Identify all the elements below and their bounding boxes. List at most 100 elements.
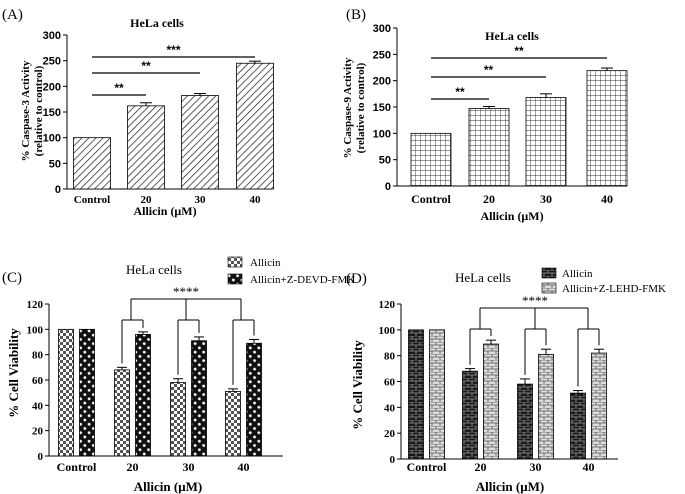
panel-b-caspase9-chart: (B) HeLa cells 0 50 100 150 200 250 300 Control…: [342, 7, 628, 223]
panel-c-bar: [191, 340, 207, 457]
panel-c-bar: [246, 342, 262, 457]
panel-c-legend: Allicin Allicin+Z-DEVD-FMK: [227, 256, 355, 286]
panel-b-bar: [525, 97, 567, 187]
panel-d-legend-swatch-allicin: [541, 267, 557, 279]
panel-c-viability-chart: (C) HeLa cells 0 20 40 60 80 100 120 Control 20 3…: [2, 256, 355, 494]
panel-b-x-tick-label: 20: [483, 192, 495, 206]
panel-d-legend-label-allicin: Allicin: [562, 268, 593, 280]
panel-b-bar: [586, 70, 628, 187]
panel-c-y-tick-label: 0: [38, 451, 44, 463]
panel-d-significance-label: ****: [522, 293, 548, 308]
panel-c-y-tick-label: 40: [32, 400, 44, 412]
panel-a-significance-label: ***: [166, 43, 180, 57]
panel-d-legend: Allicin Allicin+Z-LEHD-FMK: [541, 267, 666, 295]
panel-b-x-axis-label: Allicin (μM): [480, 209, 543, 223]
panel-b-plot-area: 0 50 100 150 200 250 300 Control 20 30 40 ** ** **: [373, 23, 628, 206]
panel-d-x-tick-label: 40: [583, 460, 595, 474]
panel-c-x-tick-label: 40: [238, 460, 250, 474]
panel-c-bar: [135, 333, 151, 457]
panel-b-y-tick-label: 50: [379, 155, 391, 167]
panel-b-x-tick-label: Control: [411, 192, 451, 206]
panel-d-y-tick-label: 120: [379, 299, 396, 311]
panel-c-y-tick-label: 120: [27, 299, 44, 311]
panel-d-x-tick-label: Control: [407, 460, 447, 474]
panel-a-significance-label: **: [114, 81, 124, 95]
panel-c-x-axis-label: Allicin (μM): [134, 479, 202, 494]
panel-a-y-axis-label-line2: (relative to control): [33, 65, 45, 156]
panel-d-y-tick-label: 20: [384, 428, 396, 440]
panel-d-y-tick-label: 100: [379, 325, 396, 337]
panel-c-bar: [79, 328, 95, 457]
panel-d-bar: [462, 370, 478, 460]
panel-c-x-tick-label: 20: [127, 460, 139, 474]
panel-c-y-axis-label: % Cell Viability: [6, 328, 21, 418]
panel-c-y-tick-label: 60: [32, 375, 44, 387]
panel-a-y-tick-label: 300: [43, 30, 61, 42]
panel-a-caspase3-chart: (A) HeLa cells 0 50 100 150 200 250 300 Control…: [2, 7, 274, 218]
panel-a-x-tick-label: Control: [74, 194, 110, 206]
panel-b-significance-label: **: [484, 63, 494, 77]
panel-a-y-tick-label: 150: [43, 107, 61, 119]
panel-d-bar: [517, 383, 533, 460]
panel-d-x-tick-label: 30: [530, 460, 542, 474]
panel-a-y-tick-label: 50: [49, 158, 61, 170]
panel-a-bar: [181, 95, 219, 190]
panel-d-bar: [538, 353, 554, 460]
panel-d-y-tick-label: 60: [384, 377, 396, 389]
panel-b-x-tick-label: 40: [601, 192, 613, 206]
panel-b-y-tick-label: 300: [373, 23, 391, 35]
panel-d-bar: [591, 352, 607, 460]
panel-d-y-tick-label: 0: [390, 454, 396, 466]
panel-d-y-tick-label: 40: [384, 402, 396, 414]
panel-d-plot-area: 0 20 40 60 80 100 120 Control 20 30 40 ****: [379, 293, 618, 474]
panel-a-y-tick-label: 100: [43, 133, 61, 145]
panel-a-y-tick-label: 200: [43, 81, 61, 93]
panel-b-bar: [468, 108, 510, 187]
panel-d-bar: [483, 343, 499, 460]
panel-a-y-tick-label: 250: [43, 56, 61, 68]
panel-b-y-tick-label: 0: [385, 181, 391, 193]
panel-b-y-tick-label: 150: [373, 102, 391, 114]
panel-c-y-tick-label: 80: [32, 350, 44, 362]
panel-d-viability-chart: (D) HeLa cells 0 20 40 60 80 100 120 Control 20 3…: [346, 267, 666, 494]
panel-c-title: HeLa cells: [126, 262, 182, 277]
panel-d-legend-swatch-inhibitor: [541, 282, 557, 294]
panel-b-label: (B): [346, 7, 366, 23]
panel-a-y-tick-label: 0: [55, 184, 61, 196]
panel-c-legend-label-allicin: Allicin: [250, 257, 281, 269]
panel-c-y-tick-label: 20: [32, 426, 44, 438]
panel-a-title: HeLa cells: [130, 16, 184, 30]
panel-d-bar: [408, 329, 424, 460]
panel-b-y-tick-label: 200: [373, 76, 391, 88]
panel-a-y-axis-label-line1: % Caspase-3 Activity: [20, 60, 32, 161]
panel-a-x-tick-label: 40: [250, 194, 262, 206]
panel-c-legend-swatch-allicin: [227, 256, 243, 268]
panel-c-bar: [170, 382, 186, 457]
panel-d-bar: [570, 392, 586, 460]
panel-b-y-tick-label: 100: [373, 128, 391, 140]
panel-b-y-axis-label-line1: % Caspase-9 Activity: [342, 57, 354, 158]
panel-b-bar: [410, 132, 452, 187]
panel-a-bar: [127, 105, 165, 190]
panel-b-title: HeLa cells: [485, 29, 539, 43]
panel-d-x-axis-label: Allicin (μM): [476, 479, 544, 494]
panel-c-legend-swatch-inhibitor: [227, 273, 243, 285]
panel-c-y-tick-label: 100: [27, 324, 44, 336]
panel-c-x-tick-label: Control: [57, 460, 97, 474]
panel-d-title: HeLa cells: [455, 270, 511, 285]
panel-d-bar: [429, 329, 445, 460]
panel-a-label: (A): [2, 7, 23, 23]
panel-b-significance-label: **: [514, 44, 524, 58]
panel-c-significance-label: ****: [173, 284, 199, 299]
panel-c-x-tick-label: 30: [183, 460, 195, 474]
panel-b-y-tick-label: 250: [373, 49, 391, 61]
panel-c-legend-label-inhibitor: Allicin+Z-DEVD-FMK: [250, 274, 355, 286]
panel-a-x-tick-label: 20: [141, 194, 153, 206]
panel-b-x-tick-label: 30: [540, 192, 552, 206]
panel-c-bar: [225, 390, 241, 457]
panel-c-bar: [114, 369, 130, 457]
panel-d-legend-label-inhibitor: Allicin+Z-LEHD-FMK: [562, 283, 666, 295]
panel-a-x-axis-label: Allicin (μM): [133, 204, 196, 218]
